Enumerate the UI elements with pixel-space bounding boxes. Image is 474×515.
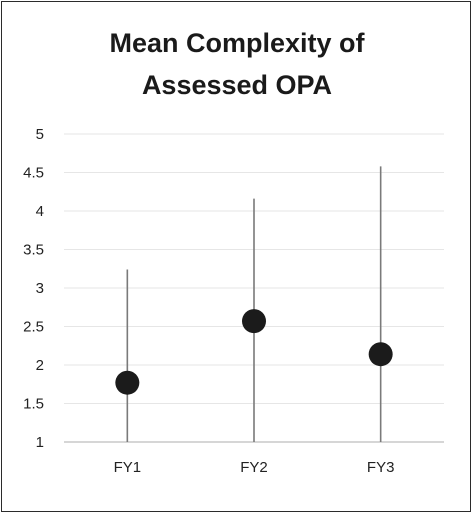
- chart-title-line-1: Mean Complexity of: [109, 28, 365, 58]
- data-point-fy1: [115, 370, 140, 395]
- x-axis-ticks: FY1 FY2 FY3: [114, 459, 395, 476]
- y-tick-label: 3.5: [23, 242, 44, 259]
- x-tick-label: FY3: [367, 459, 395, 476]
- x-tick-label: FY1: [114, 459, 142, 476]
- data-point-fy2: [242, 309, 266, 334]
- y-tick-label: 1: [36, 434, 44, 451]
- y-tick-label: 4: [36, 203, 44, 220]
- chart-title: Mean Complexity of Assessed OPA: [0, 22, 474, 106]
- y-tick-label: 4.5: [23, 165, 44, 182]
- range-lines: [126, 166, 382, 442]
- y-tick-label: 3: [36, 280, 44, 297]
- y-tick-label: 2: [36, 357, 44, 374]
- y-tick-label: 1.5: [23, 396, 44, 413]
- y-tick-label: 5: [36, 126, 44, 143]
- y-axis-ticks: 1 1.5 2 2.5 3 3.5 4 4.5 5: [23, 126, 44, 451]
- x-tick-label: FY2: [240, 459, 268, 476]
- chart-title-line-2: Assessed OPA: [141, 70, 333, 100]
- y-tick-label: 2.5: [23, 319, 44, 336]
- data-point-fy3: [368, 342, 393, 367]
- data-points: [115, 309, 393, 395]
